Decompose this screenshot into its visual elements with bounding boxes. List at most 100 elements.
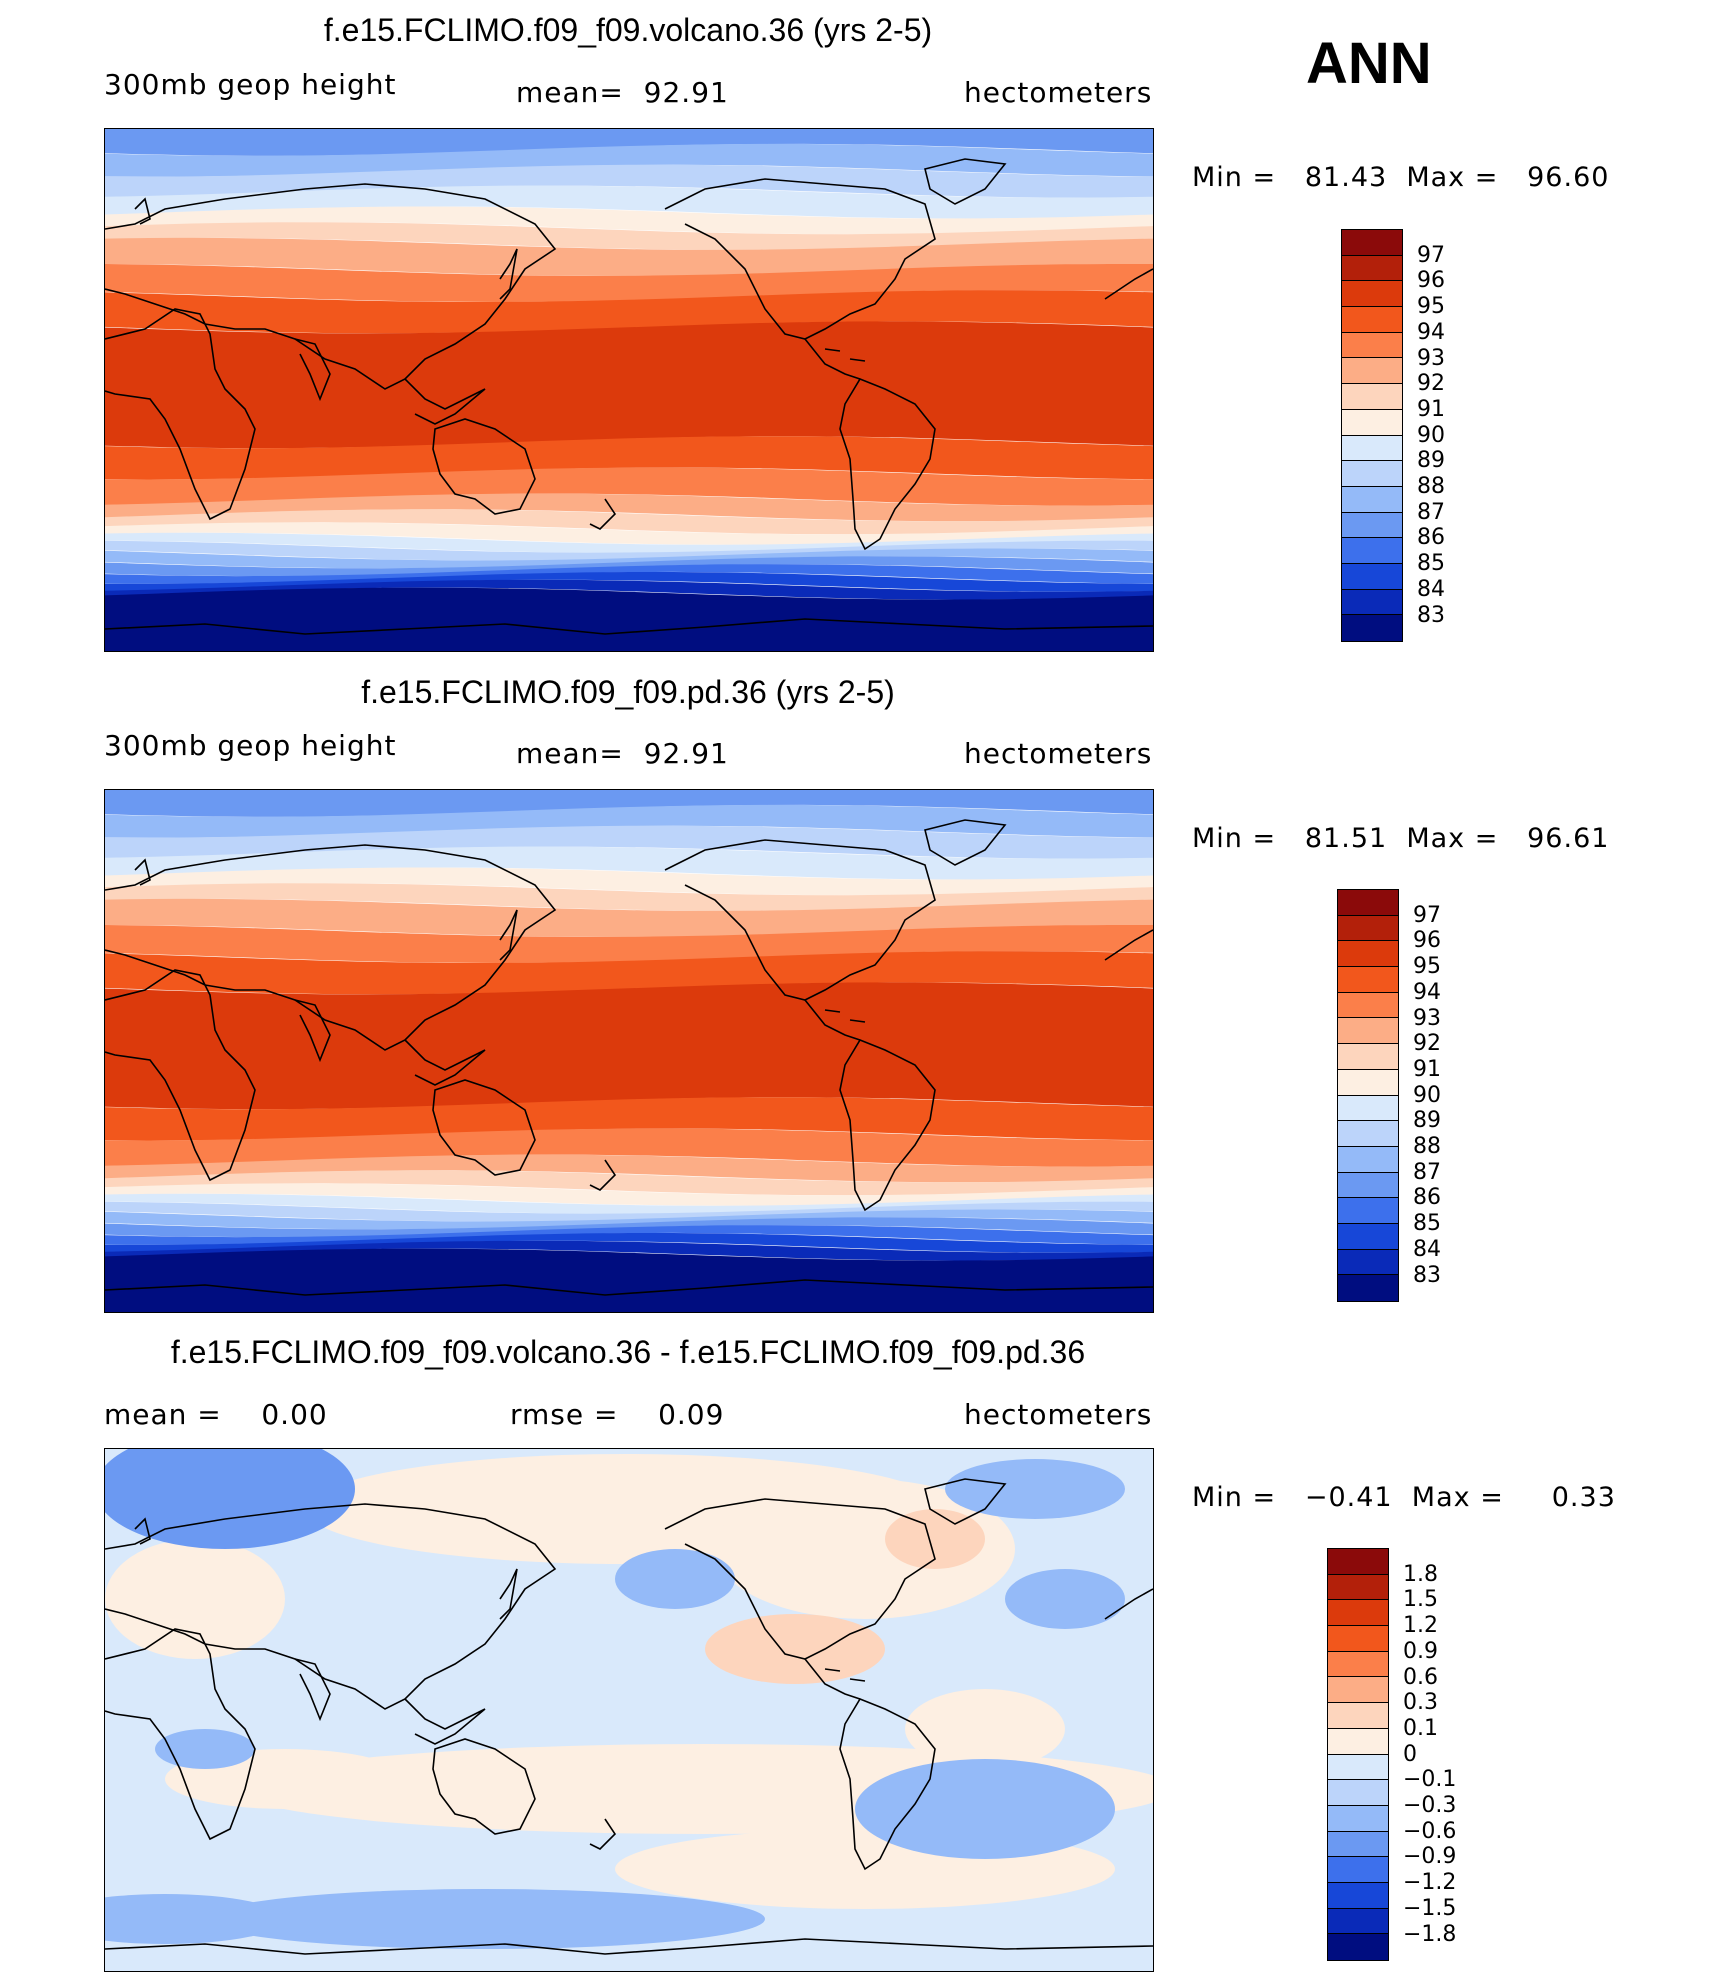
panel2-max-label: Max = — [1406, 823, 1499, 854]
colorbar-cell — [1342, 384, 1402, 410]
coastline — [105, 618, 1153, 635]
colorbar-label: 91 — [1413, 1056, 1441, 1082]
contour-band — [105, 572, 1153, 592]
contour-band — [105, 825, 1153, 859]
colorbar-cells — [1337, 889, 1399, 1302]
colorbar-label: 83 — [1417, 602, 1445, 628]
coastline — [664, 839, 936, 1001]
panel2-max-value: 96.61 — [1527, 823, 1610, 854]
colorbar-cell — [1342, 230, 1402, 256]
panel2-units-label: hectometers — [964, 737, 1153, 770]
colorbar-label: 85 — [1417, 551, 1445, 577]
contour-band — [105, 467, 1153, 506]
contour-band — [105, 883, 1153, 911]
coastline — [134, 858, 151, 886]
panel3-minmax: Min = −0.41 Max = 0.33 — [1192, 1482, 1616, 1513]
panel1-contour-bands — [105, 129, 1153, 651]
colorbar-label: 90 — [1417, 422, 1445, 448]
contour-band — [105, 532, 1153, 553]
contour-blob — [105, 1894, 285, 1944]
panel2-contour-bands — [105, 790, 1153, 1312]
colorbar-label: 95 — [1413, 954, 1441, 980]
colorbar-label: 0.9 — [1403, 1638, 1438, 1664]
panel2-min-label: Min = — [1192, 823, 1277, 854]
panel3-map — [104, 1448, 1154, 1972]
coastline — [839, 1698, 936, 1871]
contour-band — [105, 790, 1153, 817]
colorbar-label: −0.3 — [1403, 1793, 1457, 1818]
colorbar-cell — [1338, 1172, 1398, 1199]
contour-band — [105, 164, 1153, 198]
colorbar-cell — [1338, 1121, 1398, 1147]
contour-band — [105, 1154, 1153, 1183]
colorbar-cell — [1328, 1882, 1388, 1909]
contour-band — [105, 1233, 1153, 1253]
coastline — [499, 909, 518, 961]
colorbar-cell — [1338, 1069, 1398, 1096]
contour-band — [105, 1201, 1153, 1222]
contour-blob — [155, 1729, 255, 1769]
panel1-variable-label: 300mb geop height — [104, 68, 397, 101]
coastline — [432, 418, 536, 515]
coastline — [804, 999, 861, 1041]
colorbar-label: 96 — [1413, 928, 1441, 954]
coastline — [589, 498, 617, 530]
panel3-min-label: Min = — [1192, 1482, 1277, 1513]
colorbar-label: 86 — [1413, 1185, 1441, 1211]
contour-blob — [945, 1459, 1125, 1519]
season-label: ANN — [1306, 31, 1432, 96]
coastline — [824, 348, 866, 362]
colorbar-label: 93 — [1417, 345, 1445, 371]
coastline — [432, 1738, 536, 1835]
colorbar-label: 88 — [1413, 1134, 1441, 1159]
panel2-mean-label: mean= 92.91 — [516, 737, 729, 770]
coastline — [1104, 268, 1153, 300]
colorbar-cell — [1328, 1600, 1388, 1627]
contour-band — [105, 129, 1153, 156]
contour-blob — [705, 1614, 885, 1684]
coastline — [294, 999, 331, 1063]
panel3-rmse-label: rmse = 0.09 — [510, 1398, 725, 1431]
colorbar-cell — [1342, 615, 1402, 641]
coastline — [404, 1039, 486, 1086]
colorbar-cell — [1328, 1780, 1388, 1806]
panel1-map — [104, 128, 1154, 652]
colorbar-label: 93 — [1413, 1005, 1441, 1031]
contour-band — [105, 206, 1153, 235]
colorbar-cell — [1328, 1651, 1388, 1678]
coastline — [294, 1658, 331, 1722]
panel1-max-label: Max = — [1406, 162, 1499, 193]
coastline — [924, 819, 1007, 866]
colorbar-cell — [1338, 1198, 1398, 1224]
colorbar-label: 89 — [1413, 1108, 1441, 1134]
contour-band — [105, 493, 1153, 522]
colorbar-cell — [1338, 915, 1398, 942]
contour-band — [105, 143, 1153, 177]
contour-band — [105, 1240, 1153, 1261]
contour-band — [105, 846, 1153, 880]
contour-band — [105, 925, 1153, 963]
colorbar-label: 89 — [1417, 448, 1445, 474]
colorbar-label: 92 — [1417, 371, 1445, 397]
colorbar-cell — [1338, 890, 1398, 916]
colorbar-label: −1.5 — [1403, 1895, 1457, 1921]
panel1-units-label: hectometers — [964, 76, 1153, 109]
coastline — [105, 844, 557, 1051]
colorbar-label: 0.1 — [1403, 1715, 1438, 1741]
panel3-map-svg — [105, 1449, 1153, 1971]
colorbar-label: −0.1 — [1403, 1767, 1457, 1793]
contour-band — [105, 290, 1153, 334]
panel3-max-label: Max = — [1411, 1482, 1504, 1513]
colorbar-cell — [1338, 1018, 1398, 1045]
colorbar-cell — [1342, 435, 1402, 462]
colorbar-label: 83 — [1413, 1262, 1441, 1288]
panel1-min-value: 81.43 — [1304, 162, 1388, 193]
colorbar-label: 0 — [1403, 1741, 1417, 1767]
panel3-coastlines — [105, 1478, 1153, 1955]
coastline — [134, 1517, 151, 1545]
coastline — [105, 308, 256, 521]
colorbar-cell — [1342, 512, 1402, 539]
panel3-mean-label: mean = 0.00 — [104, 1398, 328, 1431]
colorbar-cell — [1328, 1754, 1388, 1781]
colorbar-cell — [1342, 563, 1402, 590]
